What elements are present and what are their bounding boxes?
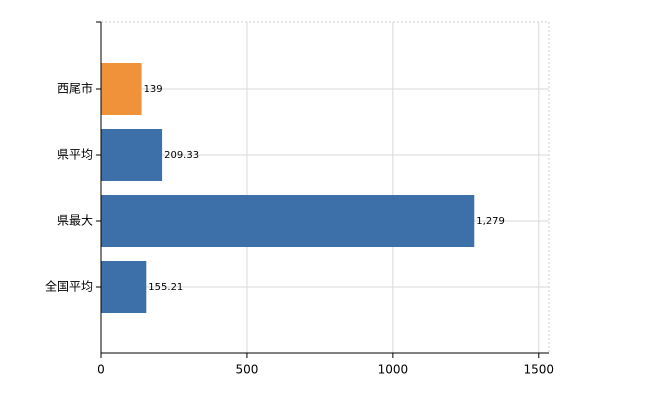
y-tick-label: 西尾市	[57, 81, 93, 96]
x-tick-label: 1500	[524, 363, 555, 377]
value-label: 1,279	[476, 216, 505, 227]
bar	[101, 261, 147, 313]
y-tick-label: 県最大	[57, 214, 93, 228]
value-label: 139	[144, 84, 163, 95]
bar	[101, 195, 475, 247]
bar	[101, 129, 163, 181]
value-label: 155.21	[148, 282, 183, 293]
x-tick-label: 500	[235, 363, 258, 377]
x-tick-label: 0	[97, 363, 105, 377]
y-tick-label: 全国平均	[45, 279, 93, 294]
x-tick-label: 1000	[378, 363, 409, 377]
y-tick-label: 県平均	[57, 148, 93, 162]
bar	[101, 63, 142, 115]
value-label: 209.33	[164, 150, 199, 161]
